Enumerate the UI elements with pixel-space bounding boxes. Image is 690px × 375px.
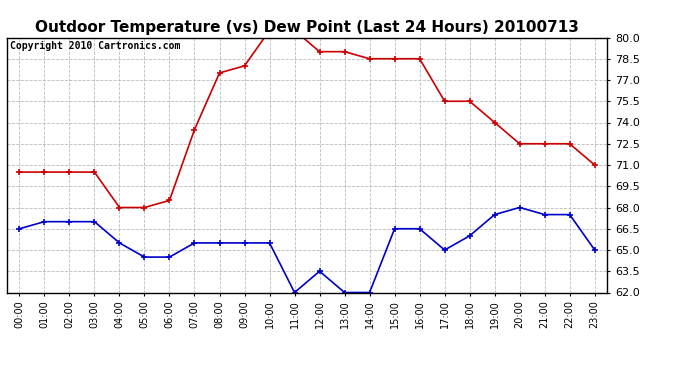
Text: Copyright 2010 Cartronics.com: Copyright 2010 Cartronics.com xyxy=(10,41,180,51)
Title: Outdoor Temperature (vs) Dew Point (Last 24 Hours) 20100713: Outdoor Temperature (vs) Dew Point (Last… xyxy=(35,20,579,35)
